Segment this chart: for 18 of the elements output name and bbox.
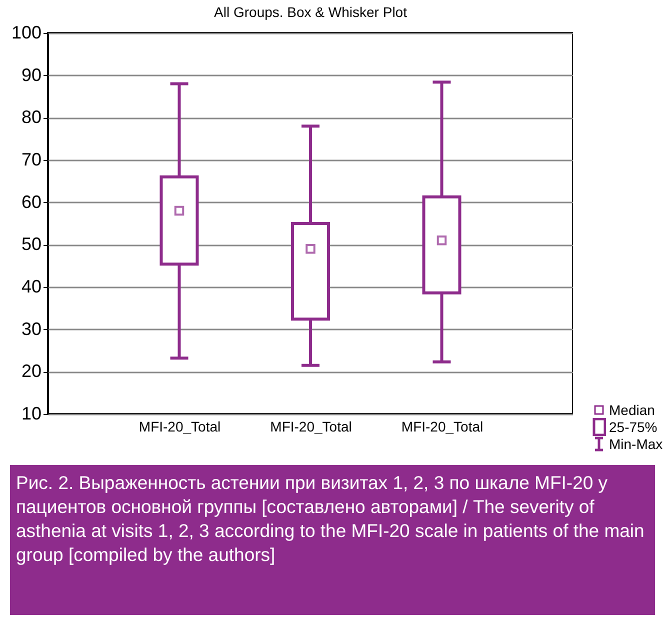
y-tick-label: 30 xyxy=(21,318,42,339)
x-tick-label: MFI-20_Total xyxy=(138,418,221,434)
y-tick-label: 50 xyxy=(21,234,42,254)
chart-title: All Groups. Box & Whisker Plot xyxy=(214,4,408,20)
y-tick-label: 60 xyxy=(21,192,42,212)
y-tick-label: 80 xyxy=(21,107,42,128)
text: Рис. 2. Выраженность астении при визитах 1, 2, 3 по шкале MFI-20 у пациентов основной группы [составлено авторами] / The severity of asthenia at visits 1, 2, 3 according to the MFI-20 scale in patients of the main group [compiled by the authors] xyxy=(10,465,655,615)
x-tick-label: MFI-20_Total xyxy=(401,418,484,434)
y-tick-label: 70 xyxy=(21,150,42,170)
text: Min-Max xyxy=(609,436,663,452)
y-tick-label: 100 xyxy=(11,22,42,42)
y-tick-label: 40 xyxy=(21,276,42,296)
y-tick-label: 10 xyxy=(21,404,42,424)
text: Median xyxy=(609,402,655,418)
text: 25-75% xyxy=(609,419,658,435)
x-tick-label: MFI-20_Total xyxy=(270,418,352,434)
y-tick-label: 20 xyxy=(21,361,42,382)
y-tick-label: 90 xyxy=(21,64,42,85)
